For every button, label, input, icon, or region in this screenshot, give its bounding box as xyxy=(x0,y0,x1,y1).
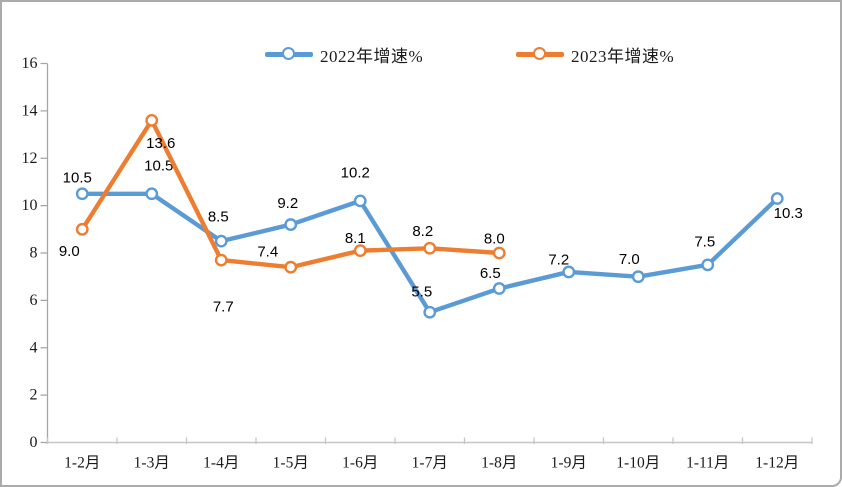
data-point-marker-icon[interactable] xyxy=(631,270,645,284)
data-point-label: 8.5 xyxy=(208,209,229,226)
data-point-label: 7.4 xyxy=(257,244,278,261)
data-point-label: 10.2 xyxy=(341,164,370,181)
y-axis-tick-label: 14 xyxy=(22,102,38,119)
data-point-label: 10.5 xyxy=(144,157,173,174)
data-point-label: 8.1 xyxy=(345,230,366,247)
legend-label-2022: 2022年增速% xyxy=(320,46,424,66)
data-point-marker-icon[interactable] xyxy=(214,253,228,267)
data-point-label: 10.3 xyxy=(774,205,803,222)
y-axis-tick-label: 12 xyxy=(22,150,38,167)
data-point-marker-icon[interactable] xyxy=(562,265,576,279)
data-point-label: 9.0 xyxy=(59,243,80,260)
data-point-marker-icon[interactable] xyxy=(353,194,367,208)
data-point-label: 5.5 xyxy=(411,284,432,301)
data-point-marker-icon[interactable] xyxy=(284,260,298,274)
data-point-marker-icon[interactable] xyxy=(492,246,506,260)
x-axis-category-label: 1-11月 xyxy=(686,455,729,472)
y-axis-tick-label: 8 xyxy=(30,245,38,262)
data-point-marker-icon[interactable] xyxy=(75,222,89,236)
data-point-marker-icon[interactable] xyxy=(145,113,159,127)
y-axis-tick-label: 10 xyxy=(22,197,38,214)
data-point-label: 8.2 xyxy=(412,223,433,240)
x-axis-category-label: 1-6月 xyxy=(342,455,378,472)
data-point-marker-icon[interactable] xyxy=(75,187,89,201)
data-point-marker-icon[interactable] xyxy=(770,192,784,205)
data-point-label: 10.5 xyxy=(63,169,92,186)
y-axis-tick-label: 4 xyxy=(30,339,38,356)
data-point-marker-icon[interactable] xyxy=(423,305,437,319)
data-point-label: 7.7 xyxy=(213,299,234,316)
y-axis-tick-label: 2 xyxy=(30,387,38,404)
x-axis-category-label: 1-4月 xyxy=(203,455,239,472)
y-axis-tick-label: 16 xyxy=(22,55,38,72)
data-point-label: 9.2 xyxy=(277,195,298,212)
data-point-marker-icon[interactable] xyxy=(145,187,159,201)
x-axis-category-label: 1-9月 xyxy=(551,455,587,472)
data-point-marker-icon[interactable] xyxy=(423,241,437,255)
x-axis-category-label: 1-5月 xyxy=(273,455,309,472)
x-axis-category-label: 1-8月 xyxy=(481,455,517,472)
y-axis-tick-label: 6 xyxy=(30,292,38,309)
y-axis-tick-label: 0 xyxy=(30,434,38,451)
x-axis-category-label: 1-10月 xyxy=(616,455,660,472)
x-axis-category-label: 1-7月 xyxy=(412,455,448,472)
data-point-marker-icon[interactable] xyxy=(214,234,228,248)
data-point-label: 7.5 xyxy=(694,233,715,250)
x-axis-category-label: 1-12月 xyxy=(755,455,799,472)
legend-label-2023: 2023年增速% xyxy=(571,46,675,66)
legend-marker-2022-icon xyxy=(265,47,313,61)
data-point-marker-icon[interactable] xyxy=(284,218,298,231)
data-point-marker-icon[interactable] xyxy=(492,282,506,295)
data-point-marker-icon[interactable] xyxy=(353,244,367,258)
data-point-label: 7.0 xyxy=(619,251,640,268)
data-point-label: 8.0 xyxy=(484,231,505,248)
legend-item-2022[interactable]: 2022年增速% xyxy=(265,44,424,66)
data-point-label: 13.6 xyxy=(146,135,175,152)
legend-marker-2023-icon xyxy=(516,47,564,61)
data-point-label: 7.2 xyxy=(548,251,569,268)
data-point-label: 6.5 xyxy=(480,265,501,282)
x-axis-category-label: 1-2月 xyxy=(64,455,100,472)
x-axis-category-label: 1-3月 xyxy=(134,455,170,472)
legend-item-2023[interactable]: 2023年增速% xyxy=(516,44,675,66)
data-point-marker-icon[interactable] xyxy=(701,258,715,272)
